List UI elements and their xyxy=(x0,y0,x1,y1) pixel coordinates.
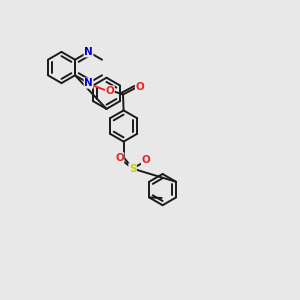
Text: S: S xyxy=(129,164,136,174)
Text: O: O xyxy=(141,154,150,165)
Text: O: O xyxy=(135,82,144,92)
Text: O: O xyxy=(105,86,114,96)
Text: N: N xyxy=(84,78,93,88)
Text: N: N xyxy=(84,47,93,57)
Text: O: O xyxy=(115,153,124,163)
